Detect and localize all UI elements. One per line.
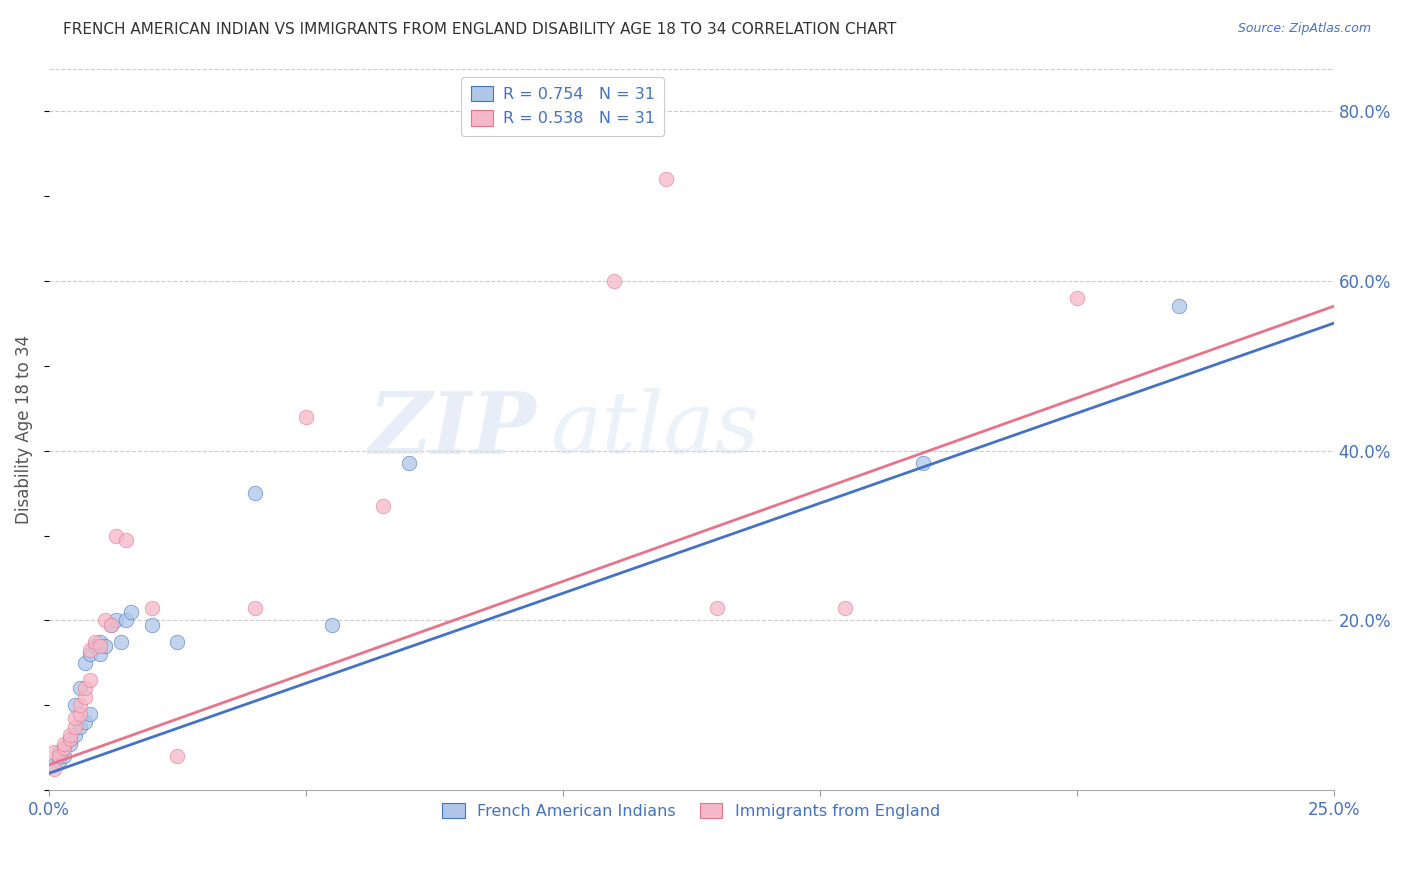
Point xyxy=(834,600,856,615)
Point xyxy=(42,757,65,772)
Point xyxy=(58,728,80,742)
Point xyxy=(73,715,96,730)
Text: atlas: atlas xyxy=(550,388,759,471)
Point xyxy=(166,749,188,764)
Point xyxy=(295,409,318,424)
Point xyxy=(141,617,163,632)
Point xyxy=(63,711,86,725)
Point xyxy=(79,673,101,687)
Point xyxy=(706,600,728,615)
Text: Source: ZipAtlas.com: Source: ZipAtlas.com xyxy=(1237,22,1371,36)
Point xyxy=(42,762,65,776)
Point xyxy=(63,720,86,734)
Point xyxy=(104,528,127,542)
Point xyxy=(69,681,91,696)
Point xyxy=(48,754,70,768)
Point xyxy=(94,614,117,628)
Point xyxy=(58,732,80,747)
Point xyxy=(79,648,101,662)
Point xyxy=(911,456,934,470)
Point xyxy=(73,690,96,704)
Point xyxy=(48,749,70,764)
Point xyxy=(84,639,107,653)
Point xyxy=(100,617,122,632)
Point xyxy=(89,634,111,648)
Point xyxy=(120,605,142,619)
Point xyxy=(79,706,101,721)
Point xyxy=(115,533,138,547)
Text: ZIP: ZIP xyxy=(370,388,537,471)
Point xyxy=(104,614,127,628)
Point xyxy=(371,499,394,513)
Point xyxy=(654,172,676,186)
Y-axis label: Disability Age 18 to 34: Disability Age 18 to 34 xyxy=(15,334,32,524)
Point xyxy=(79,643,101,657)
Point xyxy=(53,740,76,755)
Point xyxy=(53,740,76,755)
Point xyxy=(73,681,96,696)
Point xyxy=(100,617,122,632)
Point xyxy=(73,656,96,670)
Point xyxy=(243,600,266,615)
Point xyxy=(42,745,65,759)
Point xyxy=(110,634,132,648)
Point xyxy=(115,614,138,628)
Point xyxy=(58,737,80,751)
Point xyxy=(69,706,91,721)
Point xyxy=(63,698,86,713)
Text: FRENCH AMERICAN INDIAN VS IMMIGRANTS FROM ENGLAND DISABILITY AGE 18 TO 34 CORREL: FRENCH AMERICAN INDIAN VS IMMIGRANTS FRO… xyxy=(63,22,897,37)
Point xyxy=(63,728,86,742)
Point xyxy=(94,639,117,653)
Point xyxy=(48,745,70,759)
Point xyxy=(166,634,188,648)
Point xyxy=(398,456,420,470)
Point xyxy=(89,648,111,662)
Point xyxy=(141,600,163,615)
Point xyxy=(84,634,107,648)
Point xyxy=(243,486,266,500)
Point xyxy=(603,274,626,288)
Point xyxy=(69,720,91,734)
Point xyxy=(89,639,111,653)
Point xyxy=(53,749,76,764)
Point xyxy=(58,732,80,747)
Legend: French American Indians, Immigrants from England: French American Indians, Immigrants from… xyxy=(436,797,946,826)
Point xyxy=(69,698,91,713)
Point xyxy=(1168,299,1191,313)
Point xyxy=(53,737,76,751)
Point xyxy=(1066,291,1088,305)
Point xyxy=(321,617,343,632)
